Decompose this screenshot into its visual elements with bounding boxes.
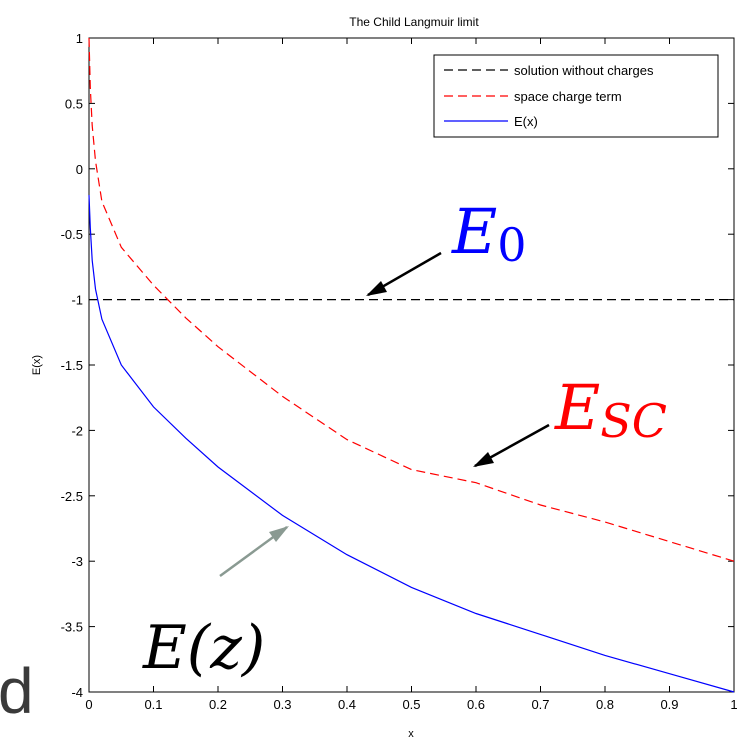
arrow-e0-head — [366, 281, 387, 296]
x-tick-label: 0.3 — [273, 697, 291, 712]
x-tick-label: 0.9 — [660, 697, 678, 712]
y-tick-label: 1 — [76, 31, 83, 46]
legend: solution without charges space charge te… — [433, 54, 719, 138]
y-tick-label: -3 — [71, 554, 83, 569]
y-tick-labels: 1 0.5 0 -0.5 -1 -1.5 -2 -2.5 -3 -3.5 -4 — [61, 31, 83, 700]
legend-label-space-charge: space charge term — [514, 89, 622, 104]
series-layer — [88, 37, 735, 693]
legend-label-ex: E(x) — [514, 114, 538, 129]
annotation-e0: E0 — [451, 195, 527, 272]
series-space-charge-line — [88, 37, 735, 562]
y-tick-label: -1 — [71, 293, 83, 308]
y-tick-label: 0.5 — [65, 96, 83, 111]
x-tick-label: 0.2 — [209, 697, 227, 712]
x-tick-label: 0.1 — [144, 697, 162, 712]
x-tick-label: 1 — [730, 697, 737, 712]
stray-text: d — [0, 655, 34, 727]
x-tick-labels: 0 0.1 0.2 0.3 0.4 0.5 0.6 0.7 0.8 0.9 1 — [85, 697, 737, 712]
y-axis-label: E(x) — [31, 355, 43, 375]
x-tick-label: 0.5 — [402, 697, 420, 712]
y-tick-label: -1.5 — [61, 358, 83, 373]
annotation-esc-main: E — [554, 371, 600, 444]
x-tick-label: 0.7 — [531, 697, 549, 712]
legend-box — [433, 54, 719, 138]
chart-title: The Child Langmuir limit — [349, 15, 479, 29]
legend-label-no-charges: solution without charges — [514, 63, 654, 78]
series-ex-line — [88, 194, 735, 693]
x-axis-label: x — [408, 728, 414, 740]
y-tick-label: 0 — [76, 162, 83, 177]
x-tick-label: 0.6 — [467, 697, 485, 712]
y-tick-label: -2.5 — [61, 489, 83, 504]
x-tick-label: 0.4 — [338, 697, 356, 712]
plot-area — [88, 37, 735, 693]
annotation-ez: E(z) — [142, 613, 265, 683]
annotation-esc: ESC — [554, 371, 667, 448]
annotation-e0-main: E — [451, 195, 497, 268]
x-tick-label: 0 — [85, 697, 92, 712]
y-tick-label: -2 — [71, 423, 83, 438]
y-tick-label: -3.5 — [61, 620, 83, 635]
arrow-ez-head — [269, 526, 289, 542]
y-tick-label: -4 — [71, 685, 83, 700]
x-tick-label: 0.8 — [596, 697, 614, 712]
annotation-e0-sub: 0 — [497, 218, 526, 272]
annotation-esc-sub: SC — [600, 394, 667, 448]
annotation-arrows — [219, 251, 550, 578]
y-tick-label: -0.5 — [61, 227, 83, 242]
axis-ticks — [88, 37, 735, 693]
arrow-esc-head — [473, 452, 494, 467]
